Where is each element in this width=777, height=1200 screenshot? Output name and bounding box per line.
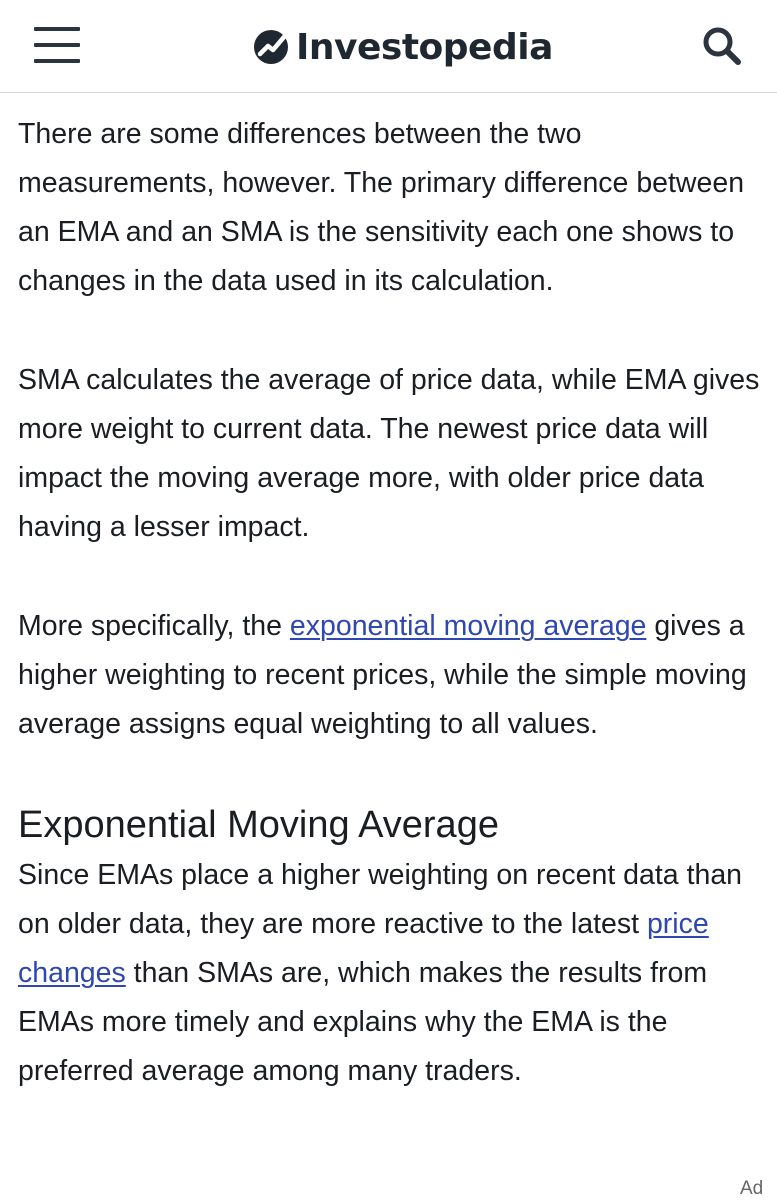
- brand-name: Investopedia: [296, 26, 553, 68]
- section-heading: Exponential Moving Average: [18, 804, 499, 846]
- paragraph-ema: Since EMAs place a higher weighting on r…: [18, 859, 743, 1087]
- hamburger-menu-icon: [34, 27, 80, 31]
- menu-button[interactable]: [34, 25, 82, 65]
- article-body: There are some differences between the t…: [18, 110, 760, 1096]
- search-icon: [703, 27, 741, 65]
- paragraph-specifics: More specifically, the exponential movin…: [18, 610, 747, 740]
- search-button[interactable]: [698, 22, 748, 72]
- paragraph-sma-vs-ema: SMA calculates the average of price data…: [18, 364, 760, 543]
- exponential-moving-average-link[interactable]: exponential moving average: [289, 610, 647, 642]
- site-header: Investopedia: [0, 0, 777, 93]
- investopedia-logo-icon: [254, 30, 288, 64]
- price-changes-link[interactable]: price changes: [18, 908, 709, 989]
- ad-label: Ad: [740, 1178, 764, 1199]
- paragraph-differences: There are some differences between the t…: [18, 118, 745, 297]
- site-logo[interactable]: Investopedia: [250, 20, 553, 74]
